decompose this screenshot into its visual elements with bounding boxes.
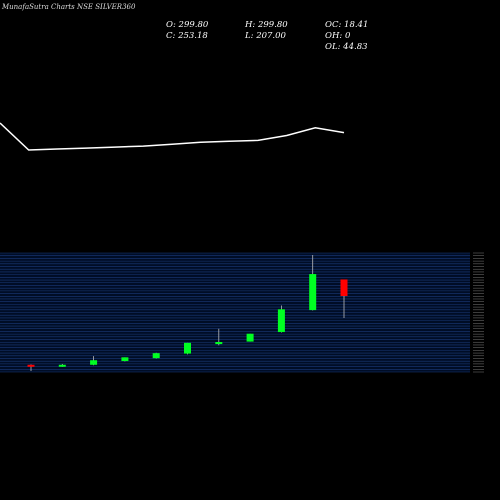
candle <box>277 305 285 333</box>
candle-panel <box>0 252 484 373</box>
candle-body <box>184 342 191 354</box>
candle <box>340 279 348 318</box>
candle <box>184 342 191 355</box>
candle <box>121 357 129 362</box>
candle-body <box>27 364 35 367</box>
candle <box>90 356 98 366</box>
ohlc-low: L: 207.00 <box>245 31 286 41</box>
candle-body <box>246 333 254 342</box>
candle <box>58 363 66 367</box>
candle-series <box>27 255 348 371</box>
ohlc-high: H: 299.80 <box>245 20 288 30</box>
ohlc-close: C: 253.18 <box>166 31 208 41</box>
candle-body <box>152 353 160 359</box>
chart-title: MunafaSutra Charts NSE SILVER360 <box>2 3 136 11</box>
candle-body <box>277 309 285 333</box>
ohlc-open: O: 299.80 <box>166 20 209 30</box>
line-series <box>0 122 345 151</box>
candle <box>27 364 35 371</box>
line-indicator <box>0 122 345 151</box>
candle-body <box>309 274 317 311</box>
candle <box>215 328 223 346</box>
candle-body <box>215 342 223 345</box>
candle <box>246 333 254 342</box>
candle-body <box>340 279 348 297</box>
ohlc-oc: OC: 18.41 <box>325 20 369 30</box>
candle <box>309 255 317 311</box>
candle-body <box>90 360 98 365</box>
candle-body <box>121 357 129 362</box>
ohlc-oh: OH: 0 <box>325 31 351 41</box>
candle-body <box>58 364 66 367</box>
ohlc-ol: OL: 44.83 <box>325 42 368 52</box>
candle <box>152 352 160 359</box>
